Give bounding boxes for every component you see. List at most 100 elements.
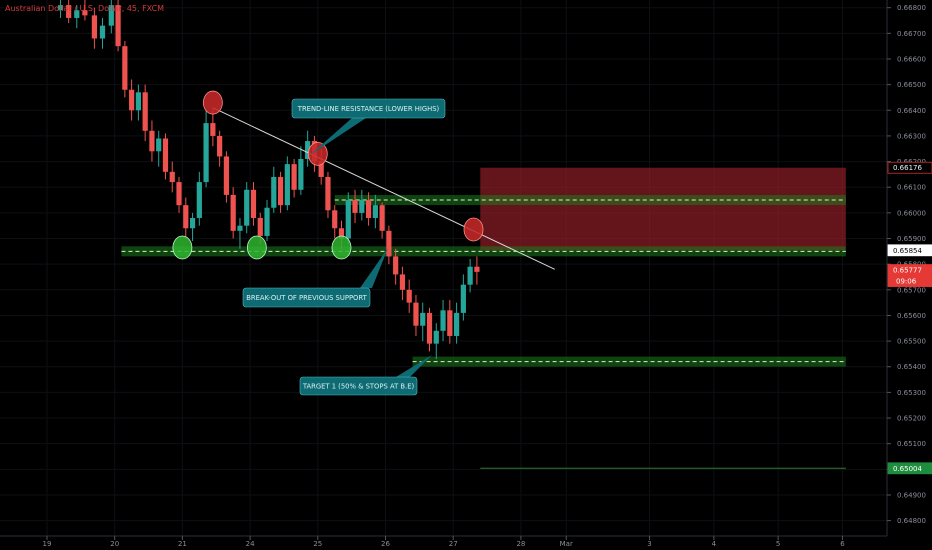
marker-layer bbox=[172, 90, 484, 260]
lower-high-marker bbox=[202, 90, 223, 115]
symbol-title: Australian Dollar / U.S. Dollar, 45, FXC… bbox=[5, 4, 164, 13]
candle-body bbox=[183, 205, 189, 229]
y-tick-label: 0.64800 bbox=[897, 517, 926, 525]
y-tick-label: 0.65300 bbox=[897, 389, 926, 397]
y-tick-label: 0.66600 bbox=[897, 55, 926, 63]
candle-body bbox=[386, 230, 392, 257]
price-badge: 0.66176 bbox=[887, 161, 932, 174]
candle-body bbox=[66, 5, 72, 18]
lower-high-marker bbox=[463, 217, 484, 242]
candle-body bbox=[440, 310, 446, 331]
x-tick-label: 26 bbox=[381, 540, 390, 548]
candle-body bbox=[467, 266, 473, 285]
price-badge: 0.65777 09:06 bbox=[887, 264, 932, 287]
candle-body bbox=[379, 205, 385, 231]
zone-layer bbox=[480, 167, 846, 469]
x-tick-label: Mar bbox=[560, 540, 573, 548]
candle-body bbox=[257, 217, 263, 236]
candle-body bbox=[433, 330, 439, 344]
candle-body bbox=[426, 312, 433, 344]
price-badge-countdown: 09:06 bbox=[896, 278, 917, 286]
candle-body bbox=[291, 164, 297, 190]
candle-body bbox=[413, 302, 419, 326]
callout-text: BREAK-OUT OF PREVIOUS SUPPORT bbox=[246, 294, 367, 302]
candle-body bbox=[115, 5, 121, 47]
candle-body bbox=[271, 176, 277, 208]
annotation-callout: TARGET 1 (50% & STOPS AT B.E) bbox=[299, 355, 432, 396]
candle-body bbox=[406, 289, 412, 303]
lower-high-marker bbox=[307, 141, 328, 166]
price-badge-box bbox=[887, 244, 932, 257]
x-tick-label: 3 bbox=[647, 540, 651, 548]
callout-pointer bbox=[396, 355, 432, 377]
x-tick-label: 20 bbox=[110, 540, 119, 548]
candle-body bbox=[250, 189, 257, 218]
price-badge-box bbox=[887, 264, 932, 287]
candle-body bbox=[318, 161, 324, 177]
candle-body bbox=[305, 141, 311, 160]
callout-text: TARGET 1 (50% & STOPS AT B.E) bbox=[302, 383, 415, 391]
callout-pointer bbox=[360, 248, 388, 288]
y-tick-label: 0.66500 bbox=[897, 81, 926, 89]
support-touch-marker bbox=[246, 235, 267, 260]
callout-box bbox=[291, 98, 446, 119]
y-tick-label: 0.66800 bbox=[897, 4, 926, 12]
candle-body bbox=[203, 123, 209, 183]
candle-body bbox=[99, 25, 106, 39]
candle-body bbox=[338, 228, 345, 239]
candle-body bbox=[142, 92, 148, 131]
candle-body bbox=[108, 5, 114, 26]
candle-body bbox=[352, 200, 358, 213]
x-tick-label: 28 bbox=[516, 540, 525, 548]
callout-layer: TREND-LINE RESISTANCE (LOWER HIGHS) BREAK… bbox=[242, 98, 446, 396]
y-tick-label: 0.66700 bbox=[897, 30, 926, 38]
support-touch-marker bbox=[331, 235, 352, 260]
price-badge: 0.65854 bbox=[887, 244, 932, 257]
stop-loss-zone bbox=[480, 167, 846, 251]
callout-pointer bbox=[310, 118, 366, 155]
candle-body bbox=[447, 310, 453, 336]
trendline-lower-highs bbox=[212, 107, 555, 270]
time-axis[interactable]: 19 20 21 24 25 26 27 28 Mar 3 4 5 6 bbox=[43, 536, 846, 548]
y-tick-label: 0.65600 bbox=[897, 312, 926, 320]
price-badge-label: 0.65777 bbox=[893, 267, 922, 275]
candle-body bbox=[277, 176, 284, 206]
price-badge: 0.65004 bbox=[887, 462, 932, 475]
x-tick-label: 21 bbox=[178, 540, 187, 548]
candle-layer bbox=[57, 0, 480, 360]
candle-body bbox=[122, 46, 128, 90]
x-tick-label: 25 bbox=[313, 540, 322, 548]
candle-body bbox=[298, 159, 304, 190]
callout-text: TREND-LINE RESISTANCE (LOWER HIGHS) bbox=[297, 105, 440, 113]
candle-body bbox=[57, 5, 64, 11]
candle-body bbox=[237, 225, 243, 231]
y-tick-label: 0.65200 bbox=[897, 415, 926, 423]
candle-body bbox=[162, 138, 169, 172]
x-tick-label: 5 bbox=[776, 540, 780, 548]
level-band-target-1 bbox=[412, 356, 846, 367]
candle-body bbox=[223, 156, 230, 195]
candle-body bbox=[399, 274, 406, 290]
candle-body bbox=[453, 312, 460, 336]
candle-body bbox=[420, 312, 426, 326]
candle-body bbox=[345, 200, 351, 239]
y-tick-label: 0.66400 bbox=[897, 107, 926, 115]
candle-body bbox=[149, 130, 155, 152]
y-tick-label: 0.66300 bbox=[897, 132, 926, 140]
candle-body bbox=[332, 210, 338, 229]
y-tick-label: 0.64900 bbox=[897, 491, 926, 499]
candle-body bbox=[474, 266, 480, 272]
price-badge-label: 0.65854 bbox=[893, 247, 922, 255]
candle-body bbox=[135, 92, 141, 111]
candle-body bbox=[156, 138, 162, 152]
candle-body bbox=[196, 182, 202, 218]
x-tick-label: 27 bbox=[449, 540, 458, 548]
y-tick-label: 0.65500 bbox=[897, 338, 926, 346]
candle-body bbox=[82, 10, 88, 16]
candle-body bbox=[325, 176, 331, 211]
y-tick-label: 0.66000 bbox=[897, 209, 926, 217]
candle-body bbox=[169, 171, 175, 183]
callout-box bbox=[299, 376, 418, 396]
x-tick-label: 4 bbox=[712, 540, 717, 548]
